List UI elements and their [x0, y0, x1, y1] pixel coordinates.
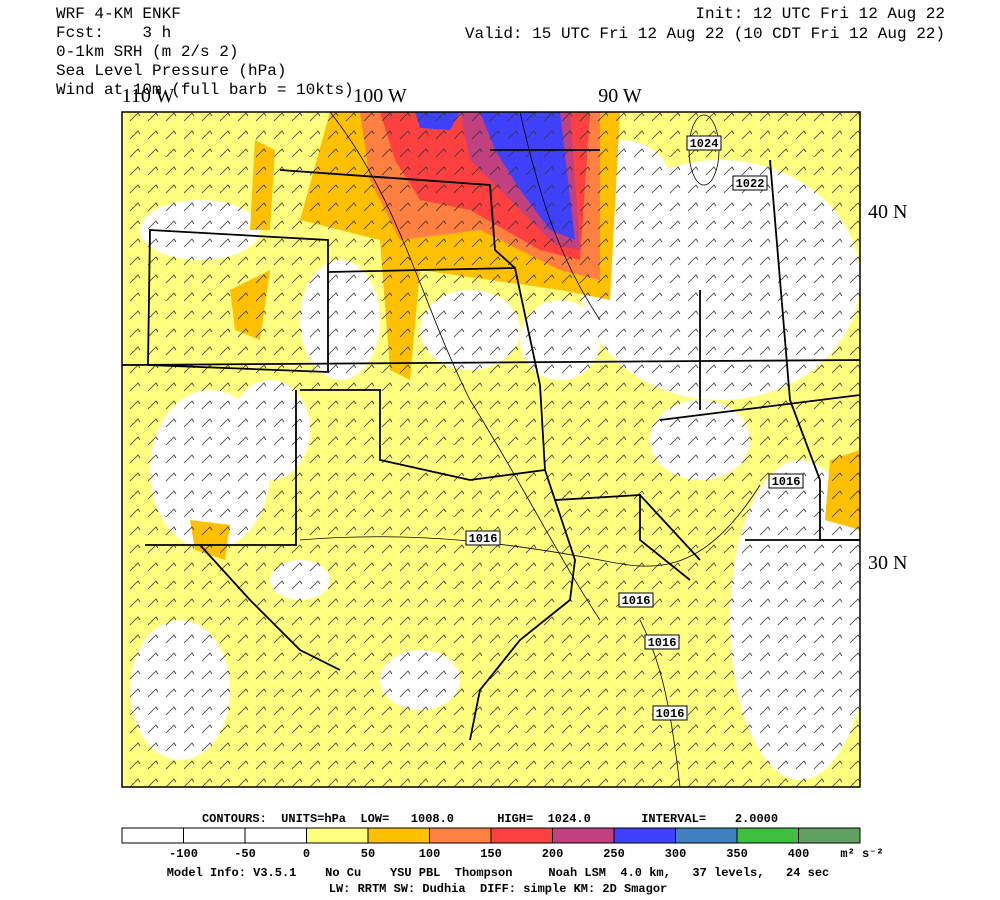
contour-label-box	[652, 705, 688, 721]
longitude-label: 100 W	[353, 85, 407, 107]
footer-line: Model Info: V3.5.1 No Cu YSU PBL Thompso…	[167, 866, 830, 880]
contour-label-box	[732, 175, 768, 191]
init-time: Init: 12 UTC Fri 12 Aug 22	[695, 5, 945, 23]
contour-label-box	[644, 634, 680, 650]
header-line: 0-1km SRH (m 2/s 2)	[56, 43, 238, 61]
valid-time: Valid: 15 UTC Fri 12 Aug 22 (10 CDT Fri …	[465, 25, 945, 43]
contour-label-box	[465, 530, 501, 546]
header-line: Sea Level Pressure (hPa)	[56, 62, 286, 80]
colorbar-label: -100	[169, 847, 198, 861]
colorbar-swatch	[429, 827, 492, 844]
map-labels: 110 W 100 W 90 W 40 N 30 N 1024 1022 1016 1016 10…	[122, 85, 908, 721]
contour-label: 1016	[469, 532, 498, 546]
contour-label: 1016	[622, 594, 651, 608]
map	[122, 112, 860, 787]
contour-label-box	[768, 473, 804, 489]
latitude-label: 40 N	[868, 201, 907, 223]
contour-label: 1016	[648, 636, 677, 650]
colorbar-label: 250	[603, 847, 625, 861]
colorbar-label: 150	[480, 847, 502, 861]
colorbar-swatch	[613, 827, 676, 844]
colorbar: -100 -50 0 50 100 150 200 250 300 350 400 m² s⁻²	[121, 827, 884, 861]
contour-label-box	[686, 135, 722, 151]
contour-label: 1016	[656, 707, 685, 721]
colorbar-swatch	[736, 827, 799, 844]
contour-label: 1022	[736, 177, 765, 191]
colorbar-swatch	[367, 827, 430, 844]
colorbar-label: 100	[419, 847, 441, 861]
header-line: Wind at 10m (full barb = 10kts)	[56, 81, 354, 99]
colorbar-swatch	[552, 827, 615, 844]
latitude-label: 30 N	[868, 552, 907, 574]
colorbar-label: 400	[788, 847, 810, 861]
header-line: Fcst: 3 h	[56, 24, 171, 42]
colorbar-label: 200	[542, 847, 564, 861]
colorbar-swatch	[490, 827, 553, 844]
colorbar-swatch	[798, 827, 861, 844]
colorbar-label: 0	[303, 847, 310, 861]
contour-label-box	[618, 592, 654, 608]
colorbar-label: 350	[726, 847, 748, 861]
colorbar-swatch	[244, 827, 307, 844]
colorbar-swatch	[183, 827, 246, 844]
contour-info: CONTOURS: UNITS=hPa LOW= 1008.0 HIGH= 10…	[202, 812, 778, 826]
header-line: WRF 4-KM ENKF	[56, 5, 181, 23]
contour-label: 1016	[772, 475, 801, 489]
contour-label: 1024	[690, 137, 719, 151]
colorbar-label: 300	[665, 847, 687, 861]
colorbar-swatch	[675, 827, 738, 844]
longitude-label: 90 W	[598, 85, 642, 107]
colorbar-label: 50	[361, 847, 375, 861]
colorbar-units: m² s⁻²	[840, 847, 883, 861]
map-frame	[121, 111, 861, 788]
colorbar-swatch	[121, 827, 184, 844]
colorbar-swatch	[306, 827, 369, 844]
footer-line: LW: RRTM SW: Dudhia DIFF: simple KM: 2D …	[329, 882, 667, 896]
colorbar-label: -50	[234, 847, 256, 861]
longitude-label: 110 W	[122, 85, 175, 107]
